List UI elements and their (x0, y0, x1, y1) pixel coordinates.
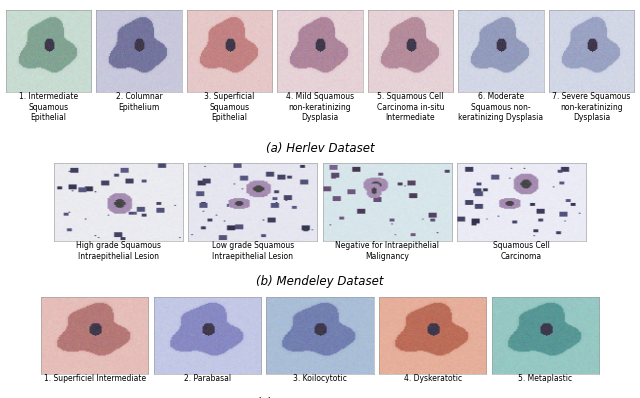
Text: 4. Dyskeratotic: 4. Dyskeratotic (404, 375, 461, 384)
Text: 5. Metaplastic: 5. Metaplastic (518, 375, 572, 384)
Text: Squamous Cell
Carcinoma: Squamous Cell Carcinoma (493, 241, 550, 261)
Text: Negative for Intraepithelial
Malignancy: Negative for Intraepithelial Malignancy (335, 241, 439, 261)
Text: (b) Mendeley Dataset: (b) Mendeley Dataset (256, 275, 384, 288)
Text: 7. Severe Squamous
non-keratinizing
Dysplasia: 7. Severe Squamous non-keratinizing Dysp… (552, 92, 631, 122)
Text: High grade Squamous
Intraepithelial Lesion: High grade Squamous Intraepithelial Lesi… (76, 241, 161, 261)
Text: 6. Moderate
Squamous non-
keratinizing Dysplasia: 6. Moderate Squamous non- keratinizing D… (458, 92, 543, 122)
Text: (a) Herlev Dataset: (a) Herlev Dataset (266, 142, 374, 155)
Text: 1. Superficiel Intermediate: 1. Superficiel Intermediate (44, 375, 146, 384)
Text: 3. Koilocytotic: 3. Koilocytotic (293, 375, 347, 384)
Text: 4. Mild Squamous
non-keratinizing
Dysplasia: 4. Mild Squamous non-keratinizing Dyspla… (286, 92, 354, 122)
Text: 2. Parabasal: 2. Parabasal (184, 375, 231, 384)
Text: 1. Intermediate
Squamous
Epithelial: 1. Intermediate Squamous Epithelial (19, 92, 78, 122)
Text: Low grade Squamous
Intraepithelial Lesion: Low grade Squamous Intraepithelial Lesio… (212, 241, 294, 261)
Text: 3. Superficial
Squamous
Epithelial: 3. Superficial Squamous Epithelial (204, 92, 255, 122)
Text: 2. Columnar
Epithelium: 2. Columnar Epithelium (116, 92, 163, 112)
Text: 5. Squamous Cell
Carcinoma in-situ
Intermediate: 5. Squamous Cell Carcinoma in-situ Inter… (377, 92, 444, 122)
